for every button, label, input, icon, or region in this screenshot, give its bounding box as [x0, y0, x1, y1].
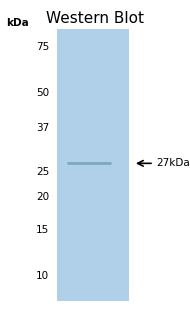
Text: 20: 20	[36, 193, 49, 202]
Text: 25: 25	[36, 167, 49, 177]
Text: 75: 75	[36, 42, 49, 53]
Text: Western Blot: Western Blot	[46, 11, 144, 26]
Text: 27kDa: 27kDa	[156, 158, 190, 168]
Text: kDa: kDa	[6, 18, 28, 28]
Text: 15: 15	[36, 225, 49, 235]
Text: 10: 10	[36, 271, 49, 281]
Text: 50: 50	[36, 88, 49, 99]
Text: 37: 37	[36, 123, 49, 133]
FancyBboxPatch shape	[57, 29, 129, 301]
